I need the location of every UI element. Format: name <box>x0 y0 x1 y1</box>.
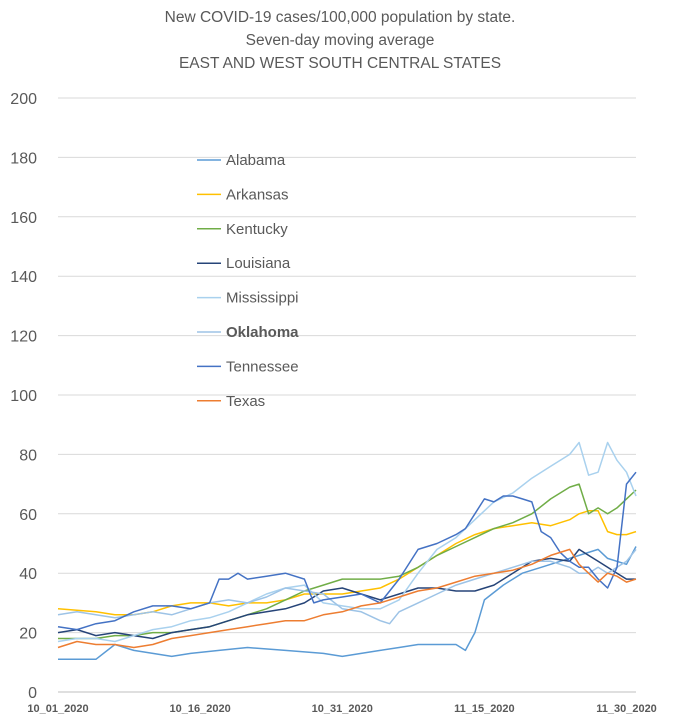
y-tick-label: 120 <box>10 329 37 346</box>
chart-title-block: New COVID-19 cases/100,000 population by… <box>0 6 680 75</box>
y-tick-label: 160 <box>10 210 37 227</box>
y-tick-label: 200 <box>10 91 37 108</box>
y-tick-label: 60 <box>19 507 37 524</box>
y-tick-label: 140 <box>10 269 37 286</box>
y-tick-label: 80 <box>19 447 37 464</box>
legend-item-texas: Texas <box>197 393 265 410</box>
legend-item-kentucky: Kentucky <box>197 221 288 238</box>
y-tick-label: 40 <box>19 566 37 583</box>
legend-label: Kentucky <box>226 221 288 238</box>
series-lines <box>57 441 637 661</box>
legend-label: Arkansas <box>226 186 289 203</box>
series-line-mississippi <box>57 441 637 643</box>
x-tick-label: 10_16_2020 <box>170 703 231 715</box>
legend: Alabama Arkansas Kentucky Louisiana Mississi… <box>197 152 299 410</box>
legend-item-mississippi: Mississippi <box>197 290 299 307</box>
series-line-tennessee <box>57 471 637 631</box>
legend-label: Oklahoma <box>226 324 299 341</box>
gridlines <box>58 97 636 693</box>
series-line-louisiana <box>57 548 636 640</box>
legend-label: Tennessee <box>226 358 299 375</box>
legend-label: Louisiana <box>226 255 291 272</box>
chart-title: New COVID-19 cases/100,000 population by… <box>164 9 516 26</box>
x-tick-label: 11_15_2020 <box>454 703 515 715</box>
legend-item-louisiana: Louisiana <box>197 255 291 272</box>
x-tick-label: 10_01_2020 <box>27 703 88 715</box>
legend-label: Mississippi <box>226 290 299 307</box>
x-tick-label: 11_30_2020 <box>596 703 657 715</box>
y-tick-label: 180 <box>10 150 37 167</box>
x-axis-ticks: 10_01_2020 10_16_2020 10_31_2020 11_15_2020… <box>27 703 656 715</box>
chart-subtitle: Seven-day moving average <box>245 32 435 49</box>
legend-item-tennessee: Tennessee <box>197 358 299 375</box>
chart-subtitle-2: EAST AND WEST SOUTH CENTRAL STATES <box>178 55 502 72</box>
series-line-texas <box>57 548 637 649</box>
y-axis-ticks: 0 20 40 60 80 100 120 140 160 180 200 <box>10 91 37 702</box>
series-line-alabama <box>58 546 637 661</box>
legend-item-oklahoma: Oklahoma <box>197 324 299 341</box>
legend-label: Texas <box>226 393 265 410</box>
x-tick-label: 10_31_2020 <box>312 703 373 715</box>
series-line-oklahoma <box>57 548 637 625</box>
legend-item-arkansas: Arkansas <box>197 186 289 203</box>
y-tick-label: 0 <box>28 685 37 702</box>
y-tick-label: 100 <box>10 388 37 405</box>
y-tick-label: 20 <box>19 626 37 643</box>
series-line-arkansas <box>57 510 637 616</box>
legend-label: Alabama <box>226 152 286 169</box>
legend-item-alabama: Alabama <box>197 152 286 169</box>
